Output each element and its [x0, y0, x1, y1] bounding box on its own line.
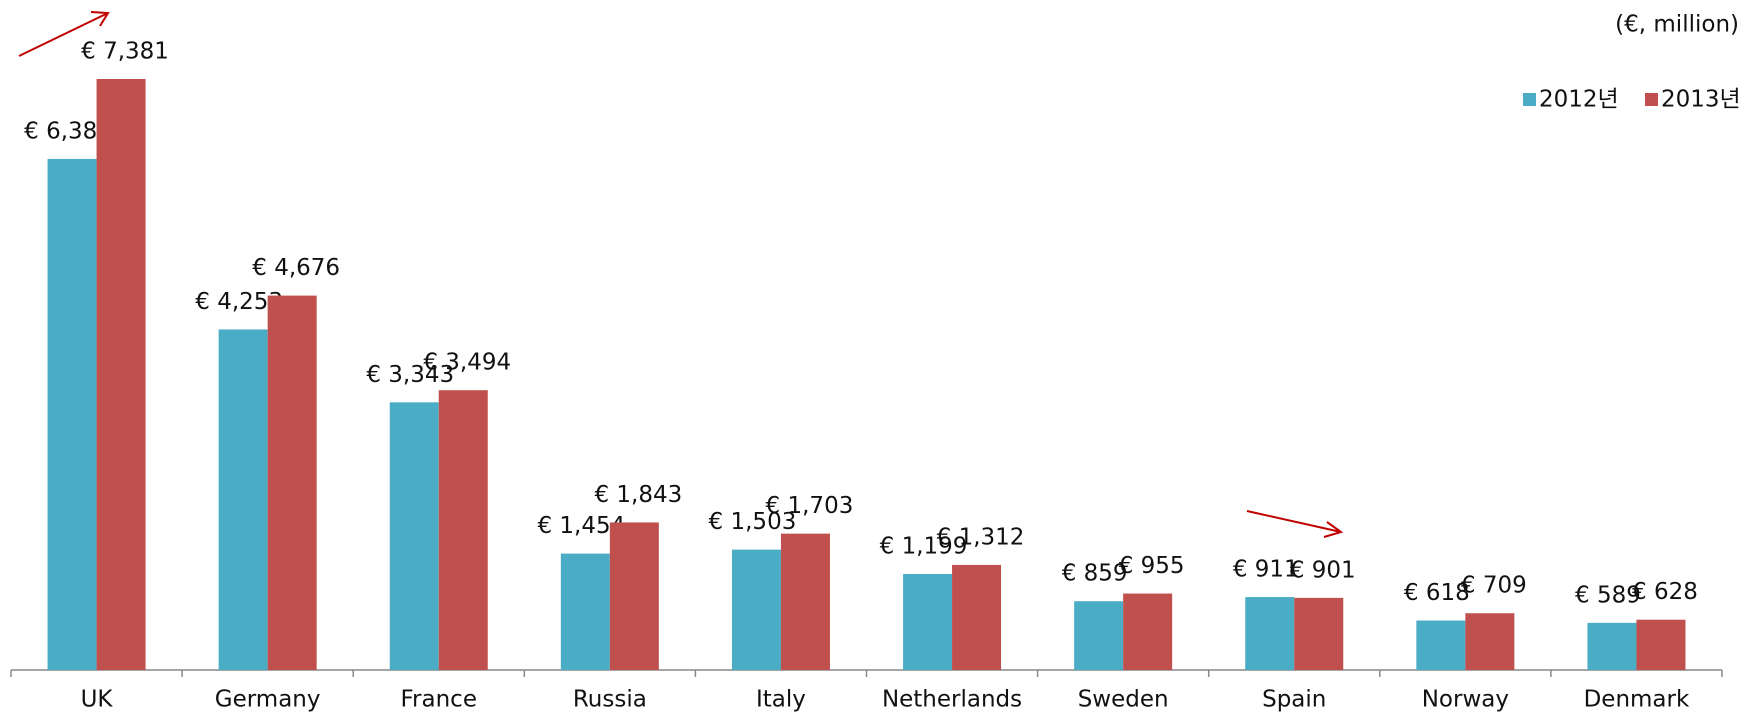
x-tick-label: Sweden [1078, 687, 1169, 713]
x-tick-label: Netherlands [882, 687, 1022, 713]
value-label: € 1,199 [880, 533, 968, 559]
value-label: € 1,843 [594, 482, 682, 508]
unit-label: (€, million) [1615, 12, 1739, 38]
bar [438, 390, 488, 670]
bar [218, 329, 268, 670]
value-label: € 618 [1404, 580, 1470, 606]
bar [47, 158, 97, 670]
bar [389, 402, 439, 670]
bar [1587, 622, 1637, 670]
value-label: € 1,312 [937, 524, 1025, 550]
bar [609, 522, 659, 670]
x-tick-label: Italy [756, 687, 806, 713]
bar [1416, 620, 1466, 670]
legend-label: 2012년 [1539, 87, 1619, 113]
bar [1294, 597, 1344, 670]
bar [96, 79, 146, 671]
value-label: € 911 [1233, 557, 1299, 583]
value-label: € 4,676 [252, 255, 340, 281]
value-label: € 1,503 [709, 509, 797, 535]
bar [952, 564, 1002, 670]
legend-swatch [1523, 93, 1536, 106]
legend-swatch [1645, 93, 1658, 106]
x-tick-label: Russia [573, 687, 647, 713]
arrow-decoration [18, 11, 1344, 538]
value-label: € 901 [1290, 557, 1356, 583]
x-tick-label: Norway [1422, 687, 1509, 713]
bar [780, 533, 830, 670]
x-tick-label: UK [81, 687, 114, 713]
value-label: € 1,703 [766, 493, 854, 519]
x-tick-label: Denmark [1584, 687, 1690, 713]
bar [1074, 601, 1124, 670]
bar [560, 553, 610, 670]
x-tick-label: Spain [1262, 687, 1326, 713]
value-label: € 589 [1575, 582, 1641, 608]
value-label: € 859 [1062, 561, 1128, 587]
bar [267, 295, 317, 670]
value-label: € 628 [1632, 579, 1698, 605]
value-label: € 3,494 [423, 350, 511, 376]
bar [1465, 613, 1515, 670]
value-label: € 709 [1461, 573, 1527, 599]
bar [903, 573, 953, 670]
value-label: € 7,381 [81, 39, 169, 65]
bar [1636, 619, 1686, 670]
bar [1245, 597, 1295, 670]
legend-label: 2013년 [1661, 87, 1741, 113]
bar [731, 549, 781, 670]
x-tick-label: Germany [215, 687, 321, 713]
x-tick-label: France [401, 687, 477, 713]
value-label: € 3,343 [366, 362, 454, 388]
value-label: € 955 [1119, 553, 1185, 579]
bar [1123, 593, 1173, 670]
